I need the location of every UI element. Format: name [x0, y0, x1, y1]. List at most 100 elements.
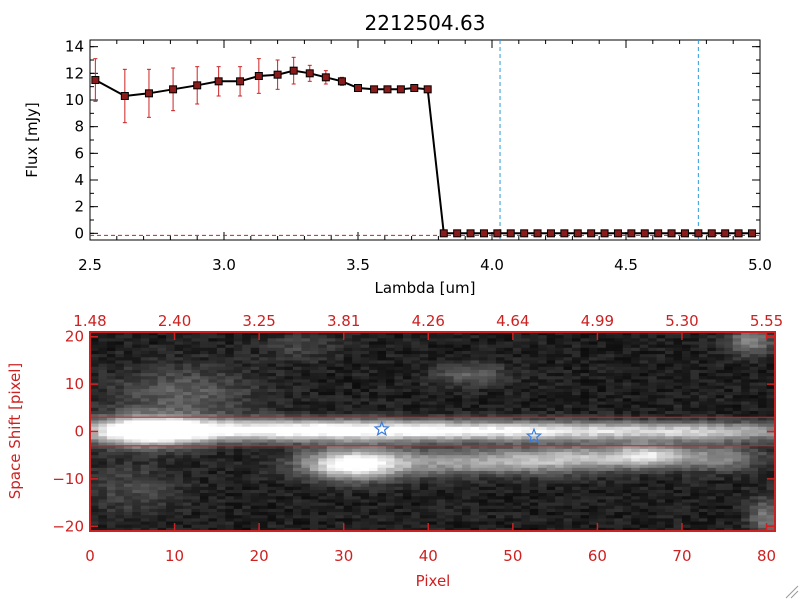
image-cell: [140, 410, 150, 415]
image-cell: [673, 486, 683, 491]
image-cell: [597, 414, 607, 418]
image-cell: [369, 480, 378, 485]
image-cell: [216, 332, 226, 336]
image-cell: [284, 426, 294, 431]
image-cell: [216, 461, 226, 466]
image-cell: [445, 455, 455, 459]
image-cell: [436, 455, 446, 459]
image-cell: [512, 382, 522, 387]
image-cell: [614, 369, 624, 374]
image-cell: [681, 382, 691, 387]
image-cell: [622, 414, 632, 418]
image-cell: [106, 442, 116, 447]
image-cell: [369, 395, 378, 399]
image-cell: [555, 410, 564, 415]
image-cell: [318, 445, 328, 450]
image-cell: [597, 524, 607, 529]
image-cell: [98, 379, 108, 383]
image-cell: [521, 407, 531, 412]
image-cell: [369, 467, 378, 472]
image-cell: [614, 341, 624, 346]
image-cell: [318, 410, 328, 415]
image-cell: [183, 407, 192, 412]
image-cell: [301, 505, 311, 510]
image-cell: [656, 527, 666, 532]
image-cell: [140, 499, 150, 503]
image-cell: [292, 521, 302, 526]
image-cell: [445, 518, 455, 522]
image-cell: [199, 392, 209, 396]
image-cell: [698, 385, 708, 390]
image-cell: [90, 445, 99, 450]
image-cell: [495, 392, 505, 396]
image-cell: [521, 335, 531, 339]
image-cell: [588, 461, 598, 466]
image-cell: [123, 474, 133, 478]
image-cell: [648, 344, 658, 349]
image-cell: [470, 521, 480, 526]
image-cell: [580, 448, 590, 453]
image-cell: [436, 452, 446, 456]
image-cell: [724, 357, 734, 361]
data-point: [533, 229, 542, 238]
image-cell: [276, 436, 285, 440]
image-cell: [174, 502, 184, 507]
image-cell: [208, 344, 218, 349]
image-cell: [724, 373, 734, 377]
image-cell: [580, 385, 590, 390]
image-cell: [242, 493, 252, 497]
image-cell: [208, 347, 218, 352]
image-cell: [157, 395, 167, 399]
image-cell: [605, 439, 615, 443]
image-cell: [614, 420, 624, 424]
image-cell: [174, 401, 184, 406]
image-cell: [284, 404, 294, 409]
image-cell: [199, 445, 209, 450]
image-cell: [453, 436, 463, 440]
image-cell: [377, 414, 387, 418]
image-cell: [174, 489, 184, 494]
image-cell: [276, 376, 285, 380]
image-cell: [284, 373, 294, 377]
image-cell: [673, 360, 683, 364]
image-cell: [191, 388, 201, 393]
image-cell: [183, 385, 192, 390]
image-cell: [166, 505, 175, 510]
image-cell: [614, 445, 624, 450]
image-cell: [377, 335, 387, 339]
image-cell: [216, 477, 226, 481]
image-cell: [580, 502, 590, 507]
image-cell: [98, 366, 108, 371]
image-cell: [445, 524, 455, 529]
image-cell: [495, 458, 505, 462]
image-cell: [90, 499, 99, 503]
image-cell: [149, 502, 159, 507]
image-cell: [335, 332, 345, 336]
image-cell: [453, 527, 463, 532]
image-cell: [597, 442, 607, 447]
image-cell: [250, 373, 260, 377]
image-cell: [115, 385, 125, 390]
image-cell: [631, 474, 641, 478]
image-cell: [292, 398, 302, 402]
image-cell: [521, 426, 531, 431]
image-cell: [292, 401, 302, 406]
image-cell: [521, 360, 531, 364]
image-cell: [411, 452, 421, 456]
image-cell: [529, 417, 539, 421]
image-cell: [318, 335, 328, 339]
image-cell: [259, 373, 268, 377]
image-cell: [504, 341, 514, 346]
image-cell: [174, 439, 184, 443]
image-cell: [106, 452, 116, 456]
image-cell: [233, 407, 243, 412]
image-cell: [479, 363, 488, 368]
image-cell: [276, 496, 285, 500]
image-cell: [166, 350, 175, 355]
image-cell: [436, 489, 446, 494]
image-cell: [428, 360, 438, 364]
image-cell: [715, 423, 725, 428]
image-cell: [208, 458, 218, 462]
image-cell: [377, 505, 387, 510]
image-cell: [529, 483, 539, 488]
